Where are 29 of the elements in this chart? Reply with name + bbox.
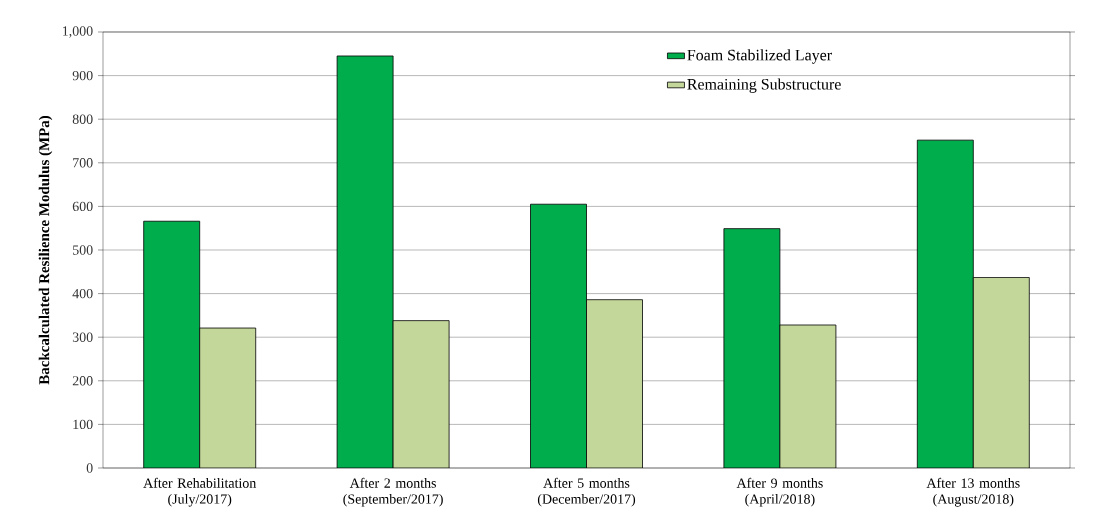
y-tick-label: 600 <box>72 201 93 212</box>
y-tick-label: 900 <box>72 70 93 81</box>
bar <box>779 324 837 468</box>
y-tick-label: 1,000 <box>62 26 93 38</box>
x-tick-label: After 13 months (August/2018) <box>926 477 1020 507</box>
y-axis-title: Backcalculated Resilience Modulus (MPa) <box>38 115 53 385</box>
bar <box>530 203 587 468</box>
y-tick-label: 500 <box>73 245 93 255</box>
y-tick-label: 200 <box>72 376 93 386</box>
legend-label: Foam Stabilized Layer <box>687 49 832 64</box>
y-tick-label: 100 <box>73 419 93 430</box>
y-tick-label: 700 <box>73 158 93 168</box>
bar <box>916 139 974 468</box>
bar <box>392 320 450 468</box>
bar <box>586 299 643 468</box>
bar <box>336 55 394 468</box>
bar <box>972 277 1030 468</box>
x-tick-label: After Rehabilitation (July/2017) <box>143 477 257 507</box>
y-tick-label: 0 <box>86 463 93 473</box>
y-tick-label: 800 <box>72 114 93 124</box>
legend-label: Remaining Substructure <box>687 78 841 93</box>
bar <box>143 220 201 468</box>
x-tick-label: After 2 months (September/2017) <box>343 477 443 507</box>
y-tick-label: 400 <box>72 288 93 299</box>
y-tick-label: 300 <box>72 332 93 342</box>
x-tick-label: After 9 months (April/2018) <box>736 477 823 507</box>
bar <box>199 327 257 468</box>
bar <box>723 228 781 468</box>
x-tick-label: After 5 months (December/2017) <box>537 477 636 507</box>
